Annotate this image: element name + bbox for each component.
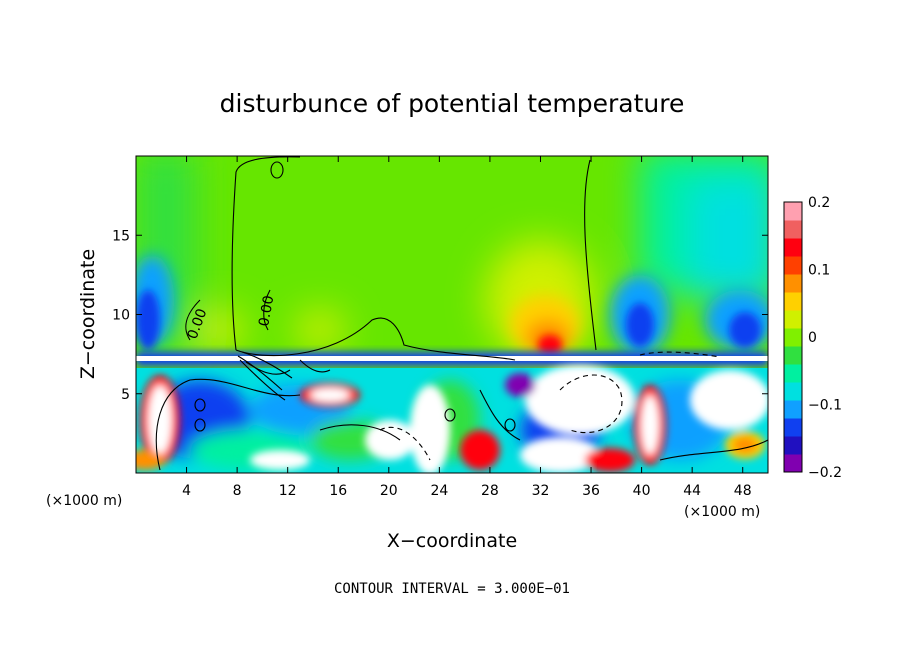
x-unit-label: (×1000 m)	[684, 504, 760, 520]
x-axis-label: X−coordinate	[387, 530, 517, 552]
x-tick-label: 32	[532, 483, 550, 499]
colorbar-swatch	[784, 238, 802, 257]
colorbar-swatch	[784, 454, 802, 473]
x-tick-label: 40	[633, 483, 651, 499]
x-tick-label: 36	[582, 483, 600, 499]
contour-interval-note: CONTOUR INTERVAL = 3.000E−01	[334, 581, 570, 597]
y-tick-label: 10	[112, 308, 130, 324]
colorbar-swatch	[784, 202, 802, 221]
temperature-field: 0.00 0.00	[136, 156, 768, 473]
colorbar-swatch	[784, 436, 802, 455]
colorbar-swatch	[784, 346, 802, 365]
x-tick-label: 44	[683, 483, 701, 499]
y-unit-label: (×1000 m)	[46, 493, 122, 509]
colorbar-swatch	[784, 400, 802, 419]
colorbar-swatch	[784, 292, 802, 311]
chart-title: disturbunce of potential temperature	[220, 89, 685, 118]
colorbar-swatch	[784, 418, 802, 437]
x-tick-label: 8	[233, 483, 242, 499]
colorbar-swatch	[784, 364, 802, 383]
colorbar-swatch	[784, 310, 802, 329]
colorbar-swatch	[784, 220, 802, 239]
colorbar-frame	[783, 201, 803, 473]
colorbar-tick-label: −0.2	[808, 465, 842, 481]
colorbar-swatch	[784, 328, 802, 347]
colorbar-swatch	[784, 274, 802, 293]
colorbar-tick-label: 0	[808, 330, 817, 346]
colorbar-tick-label: 0.1	[808, 263, 830, 279]
y-axis-label: Z−coordinate	[77, 249, 99, 379]
contour-label: 0.00	[256, 294, 277, 327]
x-axis: 4 8 12 16 20 24 28 32 36 40 44 48	[182, 156, 752, 499]
x-tick-label: 28	[481, 483, 499, 499]
x-tick-label: 12	[279, 483, 297, 499]
y-tick-label: 15	[112, 228, 130, 244]
y-tick-label: 5	[121, 387, 130, 403]
colorbar-swatch	[784, 256, 802, 275]
colorbar: 0.2 0.1 0 −0.1 −0.2	[783, 195, 842, 481]
x-tick-label: 16	[329, 483, 347, 499]
y-axis: 5 10 15	[112, 228, 768, 403]
x-tick-label: 4	[182, 483, 191, 499]
colorbar-swatch	[784, 382, 802, 401]
x-tick-label: 24	[430, 483, 448, 499]
x-tick-label: 20	[380, 483, 398, 499]
x-tick-label: 48	[734, 483, 752, 499]
colorbar-tick-label: 0.2	[808, 195, 830, 211]
colorbar-tick-label: −0.1	[808, 398, 842, 414]
